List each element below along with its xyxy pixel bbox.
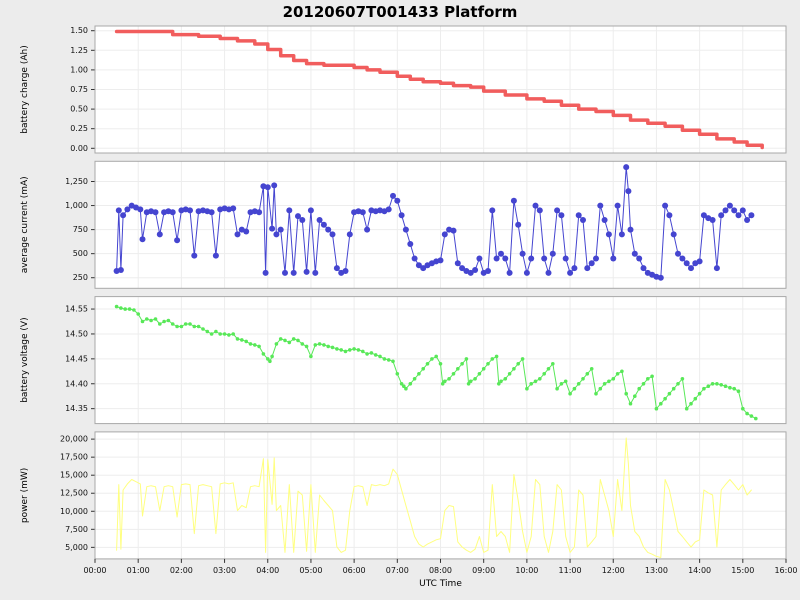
panel-frame	[94, 25, 787, 154]
y-tick-label: 7,500	[65, 525, 88, 534]
y-tick-label: 20,000	[60, 435, 88, 444]
y-tick-label: 1,250	[65, 177, 88, 186]
x-tick-label: 03:00	[213, 566, 236, 575]
panel-frame	[94, 160, 787, 289]
y-tick-label: 1,000	[65, 201, 88, 210]
y-tick-label: 250	[73, 273, 88, 282]
x-tick-label: 11:00	[559, 566, 582, 575]
x-tick-label: 06:00	[343, 566, 366, 575]
panel-average-current: 250 500 750 1,000 1,250 average current (mA)	[20, 160, 787, 289]
y-tick-label: 14.45	[65, 354, 88, 363]
y-tick-label: 14.35	[65, 404, 88, 413]
panel-battery-voltage: 14.35 14.40 14.45 14.50 14.55 battery voltage…	[20, 296, 787, 425]
x-tick-label: 12:00	[602, 566, 625, 575]
y-tick-label: 10,000	[60, 507, 88, 516]
y-tick-label: 0.00	[70, 144, 88, 153]
y-tick-label: 14.40	[65, 379, 88, 388]
y-tick-label: 500	[73, 249, 88, 258]
x-tick-label: 09:00	[472, 566, 495, 575]
y-tick-label: 14.55	[65, 305, 88, 314]
y-tick-label: 15,000	[60, 471, 88, 480]
series-markers-battery-voltage	[114, 304, 758, 421]
x-tick-label: 00:00	[83, 566, 106, 575]
y-tick-label: 0.25	[70, 124, 88, 133]
y-axis-label-battery-charge: battery charge (Ah)	[20, 45, 30, 133]
panel-power: 5,000 7,500 10,000 12,500 15,000 17,500 20,000…	[20, 431, 798, 589]
y-tick-label: 750	[73, 225, 88, 234]
series-line-power	[116, 437, 752, 558]
x-tick-label: 08:00	[429, 566, 452, 575]
x-tick-label: 13:00	[645, 566, 668, 575]
y-tick-label: 0.50	[70, 105, 88, 114]
x-axis-label: UTC Time	[419, 579, 462, 589]
series-markers-average-current	[113, 164, 755, 281]
y-tick-label: 12,500	[60, 489, 88, 498]
chart-title: 20120607T001433 Platform	[282, 3, 518, 21]
y-tick-label: 1.25	[70, 46, 88, 55]
x-tick-label: 15:00	[731, 566, 754, 575]
panel-battery-charge: 0.00 0.25 0.50 0.75 1.00 1.25 1.50 battery char…	[20, 25, 787, 154]
y-tick-label: 14.50	[65, 329, 88, 338]
x-tick-label: 07:00	[386, 566, 409, 575]
y-axis-label-power: power (mW)	[20, 468, 30, 523]
x-tick-label: 04:00	[256, 566, 279, 575]
y-tick-label: 5,000	[65, 543, 88, 552]
x-tick-label: 05:00	[299, 566, 322, 575]
series-line-battery-charge	[114, 29, 764, 150]
y-axis-label-average-current: average current (mA)	[20, 176, 30, 273]
y-tick-label: 0.75	[70, 85, 88, 94]
x-tick-label: 16:00	[774, 566, 797, 575]
x-tick-label: 14:00	[688, 566, 711, 575]
panel-frame	[94, 296, 787, 425]
y-tick-label: 17,500	[60, 453, 88, 462]
y-tick-label: 1.00	[70, 65, 88, 74]
x-tick-label: 01:00	[127, 566, 150, 575]
series-line-battery-voltage	[116, 306, 757, 420]
y-axis-label-battery-voltage: battery voltage (V)	[20, 317, 30, 402]
x-tick-label: 10:00	[515, 566, 538, 575]
x-tick-label: 02:00	[170, 566, 193, 575]
y-tick-label: 1.50	[70, 26, 88, 35]
